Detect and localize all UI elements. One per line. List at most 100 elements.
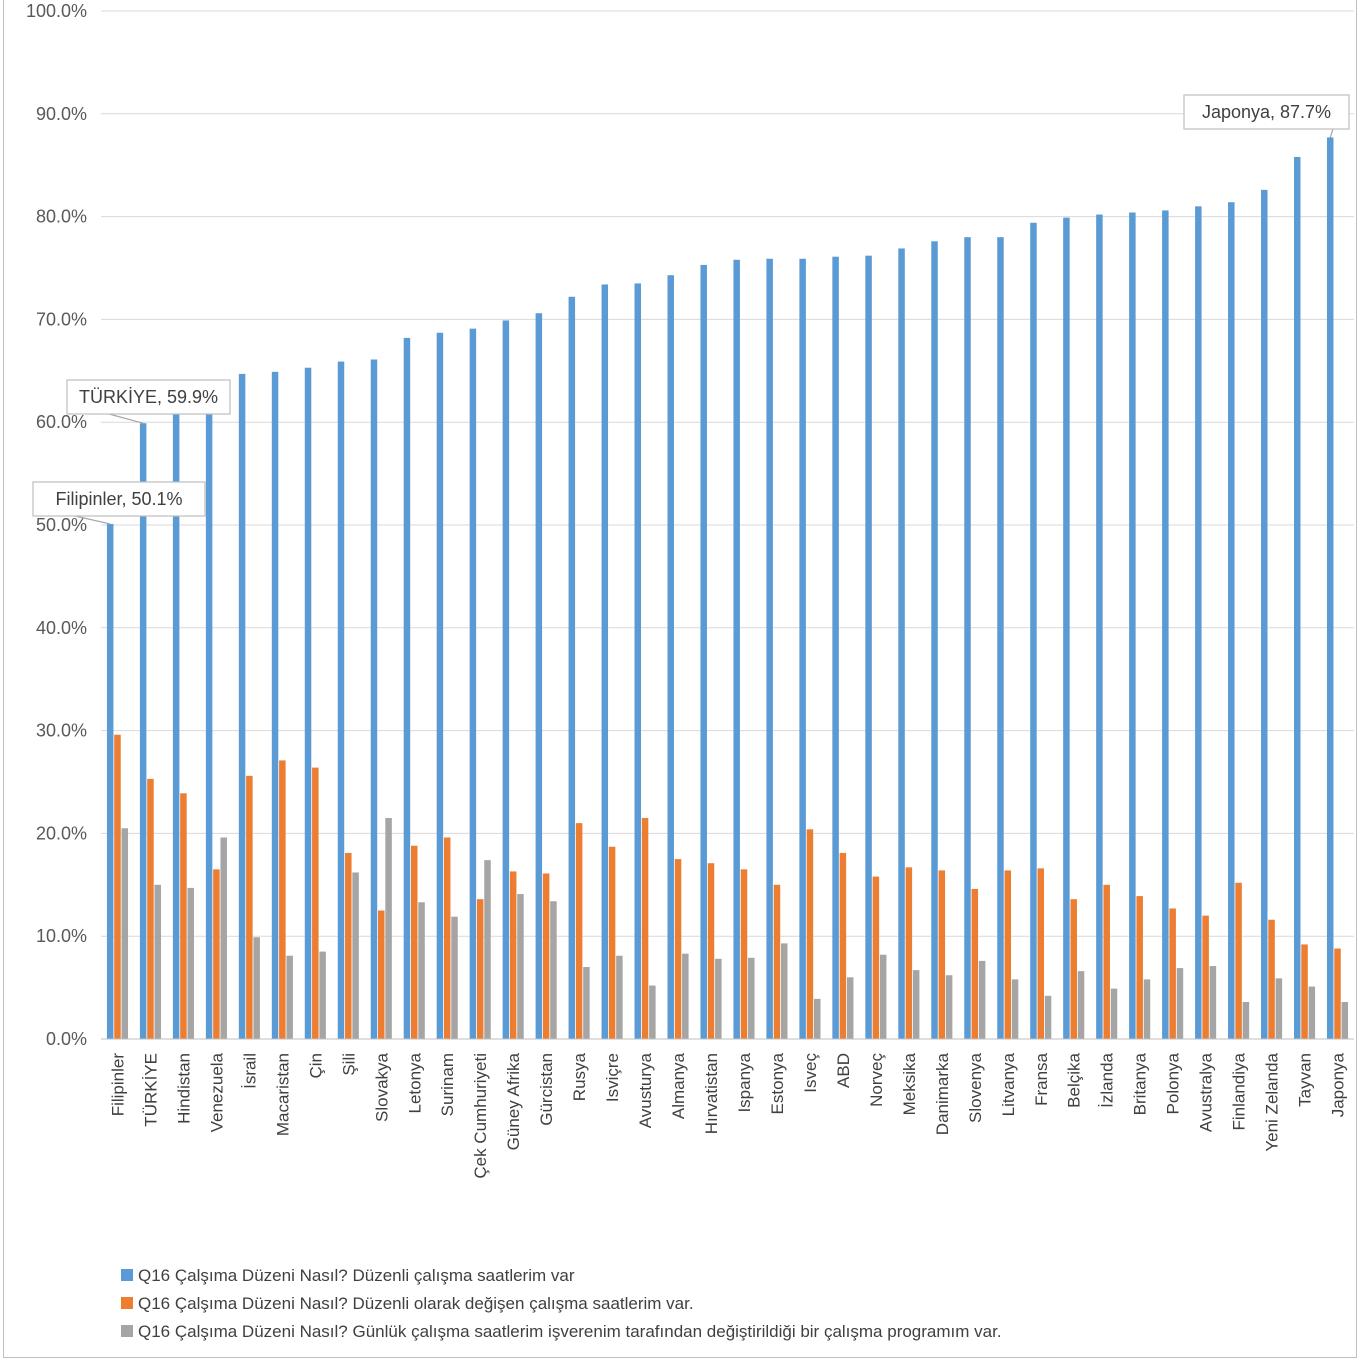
category-label: Estonya <box>768 1052 787 1114</box>
bar <box>121 828 129 1039</box>
bar <box>1011 979 1019 1039</box>
category-label: Tayvan <box>1296 1053 1315 1107</box>
bar <box>1235 882 1242 1039</box>
bar <box>1242 1001 1250 1039</box>
bar <box>964 237 971 1039</box>
bar <box>1275 978 1283 1039</box>
category-label: Güney Afrika <box>504 1052 523 1150</box>
bar <box>649 985 656 1039</box>
callout-label: Filipinler, 50.1% <box>55 489 182 509</box>
bar <box>517 894 524 1039</box>
bar <box>997 237 1004 1039</box>
callout-label: TÜRKİYE, 59.9% <box>79 387 218 407</box>
category-label: Slovenya <box>966 1052 985 1122</box>
bar <box>535 313 543 1039</box>
bar <box>813 998 821 1039</box>
bar <box>682 953 689 1039</box>
bar <box>583 967 590 1039</box>
category-label: Filipinler <box>108 1053 127 1117</box>
bar <box>1334 948 1341 1039</box>
category-label: Japonya <box>1329 1052 1348 1117</box>
category-label: Avustralya <box>1197 1052 1216 1132</box>
bar <box>832 256 839 1039</box>
bar <box>279 760 286 1039</box>
category-label: Fransa <box>1032 1052 1051 1105</box>
category-label: Hindistan <box>174 1053 193 1124</box>
bar <box>733 259 740 1039</box>
y-tick-label: 0.0% <box>46 1029 87 1049</box>
bar <box>1070 899 1077 1039</box>
bar <box>1195 206 1202 1039</box>
bar <box>1209 966 1217 1039</box>
bar <box>938 870 946 1039</box>
bar <box>608 846 616 1039</box>
bar <box>312 767 319 1039</box>
bar <box>542 873 550 1039</box>
bar <box>1308 986 1316 1039</box>
bar <box>912 970 920 1039</box>
category-label: Letonya <box>405 1052 424 1113</box>
category-label: Finlandiya <box>1230 1052 1249 1130</box>
y-tick-label: 10.0% <box>36 926 87 946</box>
bar <box>180 793 187 1039</box>
category-label: İsrail <box>240 1053 259 1089</box>
bar <box>213 869 220 1039</box>
legend-swatch <box>121 1269 133 1281</box>
bar <box>403 337 411 1039</box>
bar <box>616 955 623 1039</box>
legend-label: Q16 Çalşıma Düzeni Nasıl? Düzenli olarak… <box>138 1294 694 1313</box>
category-label: Çek Cumhuriyeti <box>471 1053 490 1179</box>
bar <box>1077 971 1085 1039</box>
bar <box>898 248 905 1039</box>
bar <box>172 413 180 1039</box>
category-label: Litvanya <box>999 1052 1018 1116</box>
category-label: Şili <box>339 1053 358 1076</box>
category-label: Isviçre <box>603 1053 622 1102</box>
bar <box>286 955 293 1039</box>
bar <box>674 859 682 1039</box>
bar <box>1110 988 1118 1039</box>
bar <box>484 860 491 1039</box>
bar <box>740 869 748 1039</box>
bar <box>443 837 451 1039</box>
category-label: Slovakya <box>372 1052 391 1122</box>
bar <box>253 937 260 1039</box>
bar <box>238 373 246 1039</box>
category-label: Almanya <box>669 1052 688 1119</box>
legend-swatch <box>121 1297 133 1309</box>
bar <box>766 258 773 1039</box>
category-label: Avusturya <box>636 1052 655 1128</box>
bar <box>147 778 154 1039</box>
bar <box>502 320 510 1040</box>
bar <box>1063 217 1070 1040</box>
bar <box>1129 212 1136 1039</box>
y-tick-label: 60.0% <box>36 412 87 432</box>
bar <box>187 887 194 1039</box>
bar <box>971 888 979 1039</box>
callout-leader <box>108 413 144 424</box>
bar <box>1044 995 1052 1039</box>
bar <box>304 367 312 1039</box>
bar <box>436 332 444 1039</box>
callout-leader <box>1329 128 1334 138</box>
bar <box>667 275 674 1039</box>
category-labels: Filipinler TÜRKİYE Hindistan Venezuela İsrai… <box>108 1052 1347 1178</box>
bar <box>634 283 642 1039</box>
y-tick-label: 30.0% <box>36 721 87 741</box>
bar <box>337 361 345 1040</box>
bar <box>154 884 162 1039</box>
bar <box>1103 884 1110 1039</box>
bar <box>1143 979 1151 1039</box>
bar-chart: 0.0% 10.0% 20.0% 30.0% 40.0% 50.0% 60.0% 70.0% 8… <box>26 1 1354 1341</box>
bar <box>418 902 425 1039</box>
category-label: Meksika <box>900 1052 919 1115</box>
category-label: Rusya <box>570 1052 589 1101</box>
bar <box>1261 189 1268 1039</box>
category-label: Hırvatistan <box>702 1053 721 1134</box>
category-label: TÜRKİYE <box>141 1053 160 1127</box>
legend-swatch <box>121 1325 133 1337</box>
bar <box>707 863 715 1039</box>
category-label: Norveç <box>867 1053 886 1107</box>
y-tick-label: 90.0% <box>36 104 87 124</box>
bars <box>106 137 1349 1040</box>
